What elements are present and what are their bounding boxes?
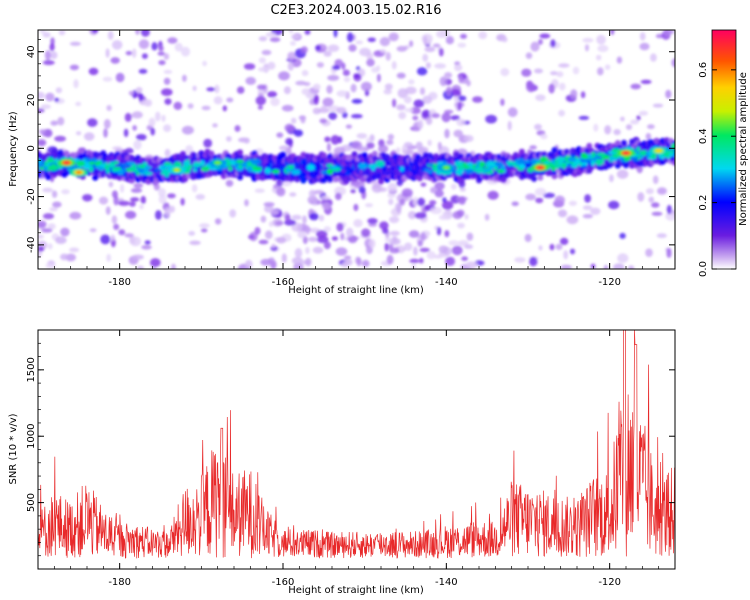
- heatmap-x-axis-label: Height of straight line (km): [288, 285, 424, 296]
- x-tick-label: -140: [435, 277, 458, 288]
- colorbar: 0.0 0.2 0.4 0.6 Normalized spectral amplitu…: [698, 29, 749, 277]
- x-tick-label: -120: [598, 577, 621, 588]
- figure-title: C2E3.2024.003.15.02.R16: [270, 3, 441, 18]
- x-tick-label: -180: [108, 577, 131, 588]
- heatmap-y-ticks: -40 -20 0 20 40: [26, 39, 675, 258]
- heatmap-hotspot-peak: [174, 168, 180, 172]
- heatmap-hotspot-peak: [76, 170, 82, 174]
- colorbar-ticks: 0.0 0.2 0.4 0.6: [698, 62, 736, 277]
- snr-y-ticks: 500 1000 1500: [26, 329, 675, 557]
- snr-x-ticks: -180 -160 -140 -120: [53, 330, 676, 588]
- snr-series-line: [38, 330, 675, 559]
- x-tick-label: -180: [108, 277, 131, 288]
- y-tick-label: 0: [26, 145, 37, 151]
- y-tick-label: -40: [26, 237, 37, 253]
- y-tick-label: 40: [26, 45, 37, 58]
- y-tick-label: 1000: [26, 423, 37, 448]
- snr-panel: -180 -160 -140 -120 500 1000 1500 Height of s…: [8, 329, 676, 596]
- y-tick-label: 1500: [26, 357, 37, 382]
- heatmap-panel: -180 -160 -140 -120 -40 -20 0 20 40 Height of s…: [8, 29, 676, 296]
- heatmap-frame: [37, 29, 676, 270]
- heatmap-hotspot-peak: [656, 149, 662, 153]
- colorbar-frame: [711, 29, 737, 270]
- x-tick-label: -140: [435, 577, 458, 588]
- x-tick-label: -160: [272, 277, 295, 288]
- snr-y-axis-label: SNR (10 * v/v): [8, 413, 19, 484]
- y-tick-label: 500: [26, 493, 37, 512]
- heatmap-y-axis-label: Frequency (Hz): [8, 111, 19, 187]
- heatmap-cells: [38, 30, 675, 269]
- colorbar-gradient: [712, 30, 736, 269]
- x-tick-label: -160: [272, 577, 295, 588]
- heatmap-hotspot-peak: [537, 166, 543, 170]
- snr-x-axis-label: Height of straight line (km): [288, 585, 424, 596]
- colorbar-tick-label: 0.6: [698, 62, 709, 78]
- heatmap-x-ticks: -180 -160 -140 -120: [53, 30, 676, 288]
- y-tick-label: 20: [26, 94, 37, 107]
- colorbar-tick-label: 0.0: [698, 261, 709, 277]
- heatmap-hotspot-peak: [443, 166, 449, 170]
- x-tick-label: -120: [598, 277, 621, 288]
- y-tick-label: -20: [26, 188, 37, 204]
- colorbar-tick-label: 0.4: [698, 128, 709, 144]
- colorbar-tick-label: 0.2: [698, 195, 709, 211]
- heatmap-band: [38, 137, 675, 185]
- heatmap-hotspot-peak: [215, 161, 221, 165]
- heatmap-hotspot-peak: [623, 151, 629, 155]
- colorbar-label: Normalized spectral amplitude: [738, 72, 749, 226]
- heatmap-hotspot-peak: [64, 161, 70, 165]
